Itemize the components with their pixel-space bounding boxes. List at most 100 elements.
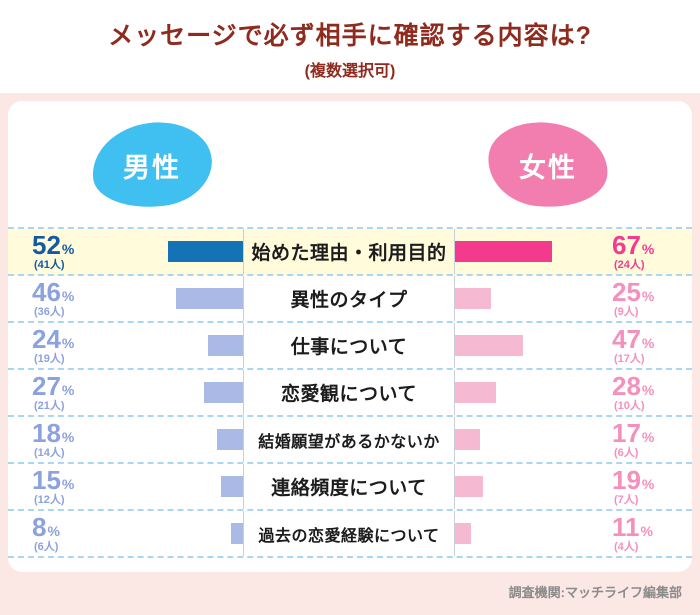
male-bar — [231, 523, 243, 544]
female-count: (24人) — [614, 258, 645, 271]
female-percent: 28% (10人) — [600, 373, 692, 412]
percent-sign: % — [61, 382, 75, 399]
female-percent-value: 17 — [612, 418, 641, 449]
female-bar — [455, 335, 524, 356]
female-bar — [455, 241, 553, 262]
chart-row: 15% (12人) 連絡頻度について 19% (7人) — [8, 464, 692, 511]
female-count: (6人) — [614, 446, 639, 459]
legend-male-label: 男性 — [123, 152, 181, 183]
category-label: 連絡頻度について — [243, 464, 455, 509]
chart-row: 46% (36人) 異性のタイプ 25% (9人) — [8, 276, 692, 323]
percent-sign: % — [641, 241, 655, 258]
male-percent-value: 46 — [32, 277, 61, 308]
female-bar-cell — [455, 370, 600, 415]
male-bar — [167, 241, 243, 262]
legend-female-label: 女性 — [519, 152, 577, 183]
male-bar-cell — [166, 511, 243, 556]
legend-male-blob: 男性 — [92, 123, 212, 207]
percent-sign: % — [61, 476, 75, 493]
chart-row: 18% (14人) 結婚願望があるかないか 17% (6人) — [8, 417, 692, 464]
chart-row: 52% (41人) 始めた理由・利用目的 67% (24人) — [8, 229, 692, 276]
male-count: (36人) — [34, 305, 65, 318]
female-percent-value: 47 — [612, 324, 641, 355]
male-percent: 52% (41人) — [8, 232, 166, 271]
female-percent-value: 19 — [612, 465, 641, 496]
female-percent: 67% (24人) — [600, 232, 692, 271]
female-bar — [455, 476, 483, 497]
male-bar — [221, 476, 243, 497]
percent-sign: % — [641, 288, 655, 305]
male-count: (41人) — [34, 258, 65, 271]
female-bar — [455, 523, 471, 544]
chart-title: メッセージで必ず相手に確認する内容は? — [108, 22, 592, 50]
male-bar — [203, 382, 243, 403]
chart-row: 24% (19人) 仕事について 47% (17人) — [8, 323, 692, 370]
category-label: 過去の恋愛経験について — [243, 511, 455, 556]
legend-row: 男性 女性 — [8, 113, 692, 217]
category-label: 始めた理由・利用目的 — [243, 229, 455, 274]
female-count: (7人) — [614, 493, 639, 506]
legend-female-blob: 女性 — [488, 123, 608, 207]
percent-sign: % — [61, 241, 75, 258]
female-count: (9人) — [614, 305, 639, 318]
percent-sign: % — [641, 335, 655, 352]
male-count: (21人) — [34, 399, 65, 412]
male-bar — [216, 429, 243, 450]
chart-header: メッセージで必ず相手に確認する内容は? (複数選択可) — [0, 0, 700, 93]
female-percent-value: 28 — [612, 371, 641, 402]
female-bar-cell — [455, 276, 600, 321]
male-bar-cell — [166, 276, 243, 321]
female-percent-value: 25 — [612, 277, 641, 308]
female-percent: 19% (7人) — [600, 467, 692, 506]
female-percent: 11% (4人) — [600, 514, 692, 553]
male-percent: 24% (19人) — [8, 326, 166, 365]
male-bar-cell — [166, 417, 243, 462]
female-count: (4人) — [614, 540, 639, 553]
percent-sign: % — [61, 429, 75, 446]
percent-sign: % — [61, 288, 75, 305]
percent-sign: % — [61, 335, 75, 352]
male-percent-value: 15 — [32, 465, 61, 496]
male-bar — [176, 288, 243, 309]
male-percent-value: 8 — [32, 512, 47, 543]
male-percent: 27% (21人) — [8, 373, 166, 412]
male-percent-value: 24 — [32, 324, 61, 355]
male-bar-cell — [166, 229, 243, 274]
chart-card: 男性 女性 52% (41人) 始めた理由・利用目的 67% (24人) 46% (36人)… — [8, 101, 692, 572]
female-bar-cell — [455, 511, 600, 556]
female-bar-cell — [455, 229, 600, 274]
male-percent: 46% (36人) — [8, 279, 166, 318]
male-bar-cell — [166, 370, 243, 415]
male-bar-cell — [166, 464, 243, 509]
female-count: (10人) — [614, 399, 645, 412]
female-percent-value: 67 — [612, 230, 641, 261]
male-count: (14人) — [34, 446, 65, 459]
percent-sign: % — [640, 523, 653, 540]
percent-sign: % — [47, 523, 60, 540]
percent-sign: % — [641, 429, 655, 446]
female-bar — [455, 429, 480, 450]
source-note: 調査機関:マッチライフ編集部 — [508, 585, 682, 600]
male-percent: 15% (12人) — [8, 467, 166, 506]
male-percent: 18% (14人) — [8, 420, 166, 459]
female-count: (17人) — [614, 352, 645, 365]
category-label: 仕事について — [243, 323, 455, 368]
male-bar — [208, 335, 243, 356]
female-percent-value: 11 — [612, 512, 640, 543]
female-bar — [455, 288, 492, 309]
percent-sign: % — [641, 476, 655, 493]
female-bar-cell — [455, 417, 600, 462]
chart-row: 8% (6人) 過去の恋愛経験について 11% (4人) — [8, 511, 692, 558]
female-bar — [455, 382, 496, 403]
female-percent: 17% (6人) — [600, 420, 692, 459]
male-bar-cell — [166, 323, 243, 368]
percent-sign: % — [641, 382, 655, 399]
female-bar-cell — [455, 323, 600, 368]
category-label: 結婚願望があるかないか — [243, 417, 455, 462]
chart-row: 27% (21人) 恋愛観について 28% (10人) — [8, 370, 692, 417]
male-percent-value: 18 — [32, 418, 61, 449]
male-percent: 8% (6人) — [8, 514, 166, 553]
female-percent: 47% (17人) — [600, 326, 692, 365]
male-count: (19人) — [34, 352, 65, 365]
category-label: 恋愛観について — [243, 370, 455, 415]
